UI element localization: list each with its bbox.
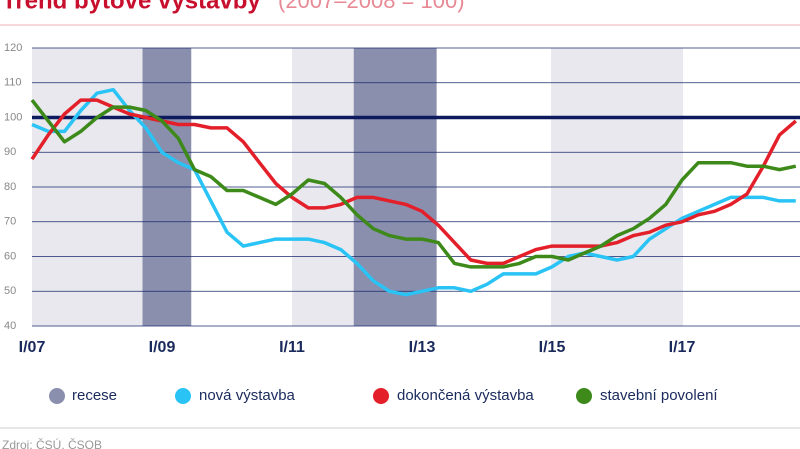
y-tick-label: 70 [4,216,16,228]
source: Zdroj: ČSÚ, ČSOB [2,437,102,449]
series-line [31,87,796,297]
y-tick-label: 120 [4,42,22,54]
chart-subtitle: (2007–2008 = 100) [278,0,465,13]
x-tick-label: I/09 [149,339,176,356]
series-line [30,99,797,269]
x-tick-label: I/07 [19,339,46,356]
legend-swatch [576,388,592,404]
y-tick-label: 40 [4,320,16,332]
y-tick-label: 90 [4,146,16,158]
y-tick-label: 100 [4,111,22,123]
x-tick-label: I/17 [669,339,696,356]
legend-label: nová výstavba [199,387,296,404]
x-tick-label: I/11 [279,339,305,356]
chart-title: Trend bytové výstavby [2,0,261,14]
legend-swatch [49,388,65,404]
y-tick-label: 80 [4,181,16,193]
legend-swatch [175,388,191,404]
y-tick-label: 50 [4,285,16,297]
y-tick-label: 60 [4,250,16,262]
legend-label: stavební povolení [600,387,718,404]
y-tick-label: 110 [4,77,22,89]
x-tick-label: I/15 [539,339,566,356]
legend-label: dokončená výstavba [397,387,534,404]
legend-swatch [373,388,389,404]
legend-label: recese [72,387,117,404]
x-tick-label: I/13 [409,339,436,356]
